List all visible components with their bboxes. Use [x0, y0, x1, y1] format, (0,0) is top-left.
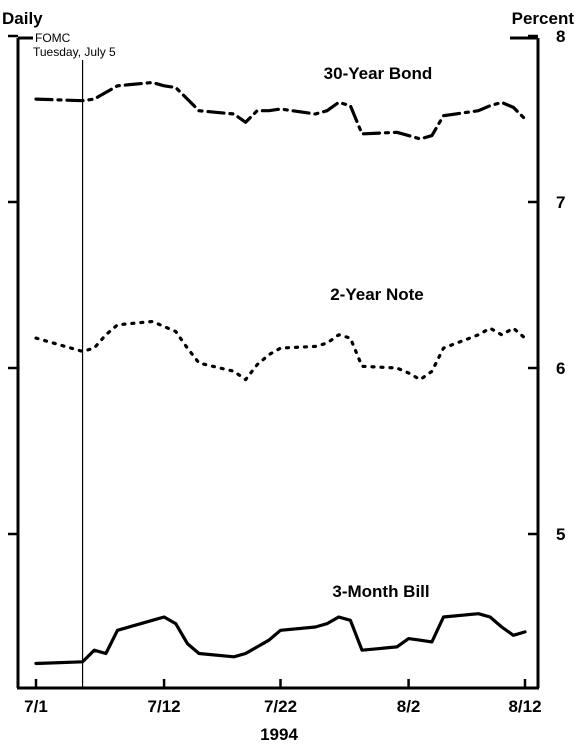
series-label-30-year-bond: 30-Year Bond	[324, 64, 433, 83]
series-labels: 30-Year Bond 2-Year Note 3-Month Bill	[324, 64, 433, 601]
y-tick-label: 5	[556, 525, 565, 544]
series	[34, 80, 527, 666]
y-tick-label: 6	[556, 359, 565, 378]
top-right-label: Percent	[512, 9, 575, 28]
top-left-label: Daily	[2, 9, 43, 28]
series-line-3-month-bill	[34, 612, 527, 666]
y-tick-label: 8	[556, 27, 565, 46]
x-tick-label: 8/12	[508, 697, 541, 716]
event-sublabel: Tuesday, July 5	[33, 45, 116, 59]
y-tick-label: 7	[556, 193, 565, 212]
x-axis-title: 1994	[260, 725, 298, 744]
ticks: 7/1 7/12 7/22 8/2 8/12 5 6 7 8	[8, 27, 565, 716]
x-tick-label: 7/1	[24, 697, 48, 716]
series-line-2-year-note	[34, 319, 527, 382]
series-label-3-month-bill: 3-Month Bill	[332, 582, 429, 601]
series-label-2-year-note: 2-Year Note	[330, 285, 424, 304]
event-label: FOMC	[35, 31, 71, 45]
x-tick-label: 7/12	[148, 697, 181, 716]
x-tick-label: 7/22	[264, 697, 297, 716]
plot-frame	[16, 36, 540, 690]
x-tick-label: 8/2	[397, 697, 421, 716]
series-line-30-year-bond	[34, 80, 527, 141]
